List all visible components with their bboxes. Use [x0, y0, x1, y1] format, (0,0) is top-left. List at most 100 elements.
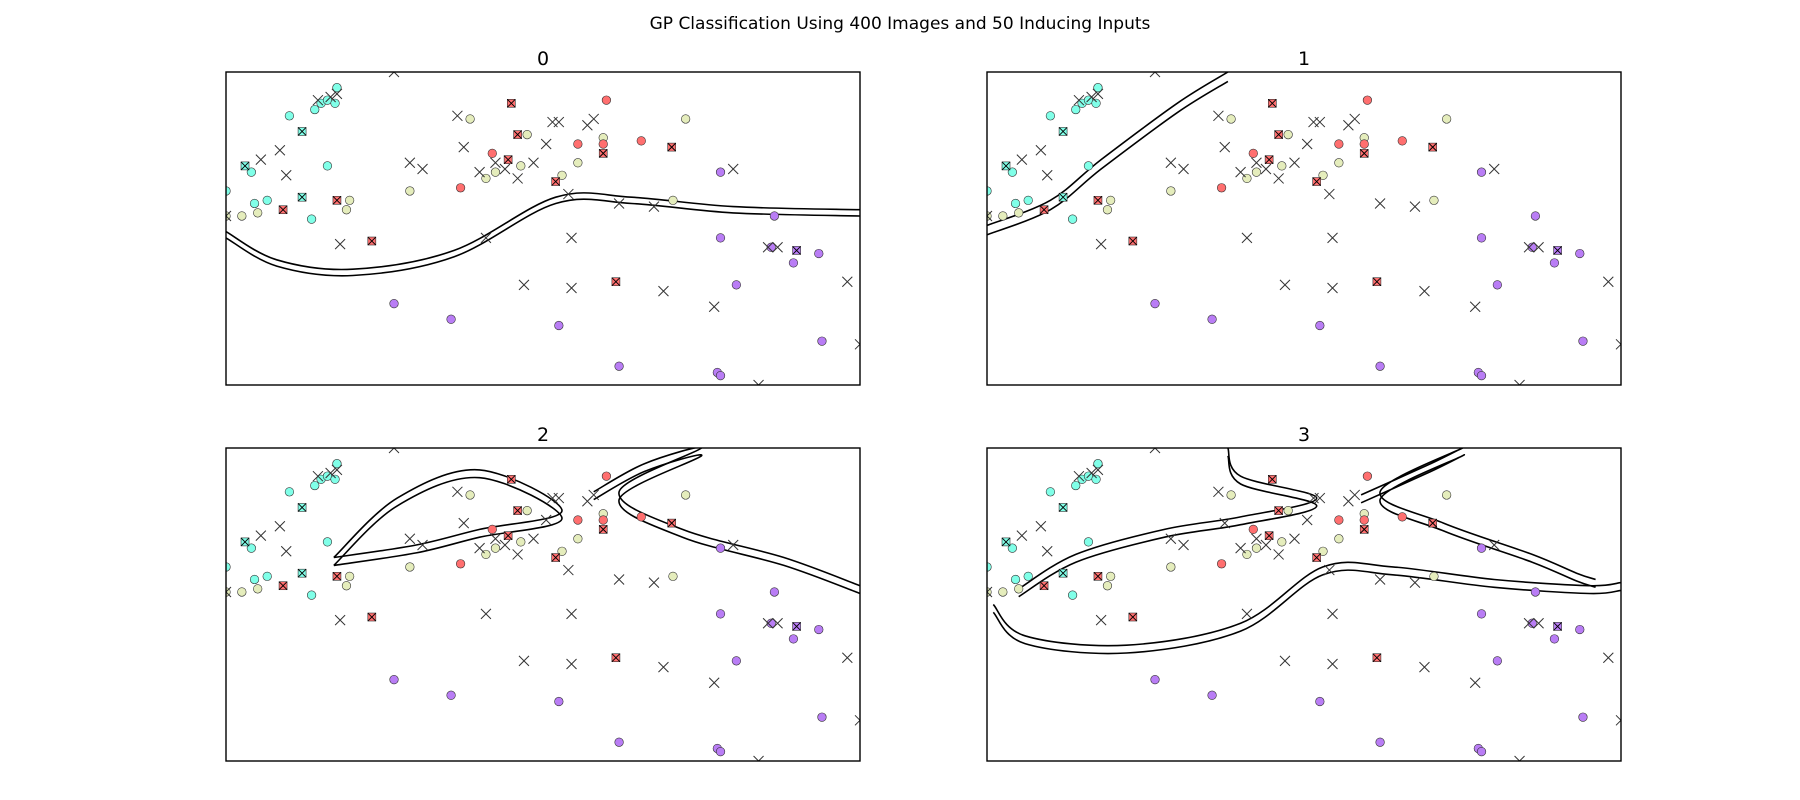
inducing-marker: [1235, 166, 1246, 178]
data-point-olive: [341, 205, 352, 215]
data-point-red: [1362, 95, 1372, 105]
inducing-marker: [667, 518, 677, 528]
inducing-marker: [1553, 246, 1562, 255]
inducing-marker: [1213, 486, 1224, 498]
inducing-marker: [528, 157, 539, 169]
inducing-marker: [1349, 489, 1361, 501]
data-point-olive: [1106, 195, 1116, 205]
inducing-marker: [588, 113, 600, 125]
inducing-marker: [503, 155, 513, 164]
inducing-marker: [841, 276, 853, 288]
data-point-olive: [1014, 208, 1024, 218]
data-point-cyan: [1023, 195, 1033, 205]
inducing-marker: [297, 503, 307, 512]
inducing-marker: [417, 539, 428, 551]
data-point-red: [487, 524, 497, 534]
inducing-marker: [513, 130, 522, 139]
data-point-purple: [614, 361, 624, 371]
data-point-olive: [1334, 158, 1344, 168]
data-point-olive: [341, 581, 352, 591]
inducing-marker: [753, 755, 764, 761]
data-point-olive: [1014, 584, 1024, 594]
inducing-marker: [566, 232, 577, 244]
inducing-marker: [1092, 88, 1104, 100]
data-point-red: [1216, 559, 1227, 569]
data-point-purple: [715, 167, 726, 177]
data-point-cyan: [284, 111, 295, 121]
inducing-marker: [1235, 542, 1246, 554]
data-point-purple: [1527, 242, 1537, 252]
inducing-marker: [528, 533, 539, 545]
inducing-marker: [1149, 448, 1161, 454]
data-point-purple: [1476, 543, 1487, 553]
inducing-marker: [611, 653, 621, 663]
inducing-marker: [297, 127, 307, 136]
data-point-purple: [389, 299, 399, 309]
data-point-olive: [1429, 195, 1439, 205]
inducing-marker: [1086, 467, 1097, 479]
data-point-purple: [1375, 737, 1385, 747]
data-point-purple: [1150, 675, 1160, 685]
inducing-marker: [1058, 192, 1068, 202]
data-point-cyan: [1091, 98, 1101, 108]
data-point-red: [1334, 515, 1344, 525]
data-point-purple: [1375, 361, 1385, 371]
data-point-purple: [1315, 320, 1325, 331]
data-point-red: [1397, 512, 1407, 522]
inducing-marker: [404, 157, 416, 169]
inducing-marker: [1264, 531, 1274, 540]
data-point-olive: [522, 130, 532, 140]
inducing-marker: [1264, 155, 1274, 164]
inducing-marker: [1093, 572, 1103, 581]
inducing-marker: [1488, 539, 1500, 551]
inducing-marker: [1149, 72, 1161, 78]
decision-contour: [992, 561, 1621, 647]
data-point-purple: [446, 314, 456, 324]
data-point-red: [1334, 139, 1344, 149]
data-point-purple: [715, 747, 726, 757]
subplot-3: 3: [986, 424, 1622, 762]
inducing-marker: [325, 91, 336, 103]
inducing-marker: [404, 533, 416, 545]
inducing-marker: [658, 661, 669, 673]
data-point-purple: [766, 618, 776, 628]
inducing-marker: [1324, 188, 1335, 200]
data-point-olive: [681, 114, 691, 124]
plot-area: [987, 72, 1621, 385]
data-point-red: [1216, 183, 1227, 193]
inducing-marker: [297, 192, 307, 202]
decision-contour: [226, 192, 860, 271]
data-point-olive: [573, 534, 583, 544]
data-point-cyan: [1093, 83, 1103, 93]
data-point-red: [1359, 139, 1369, 149]
data-point-cyan: [262, 571, 272, 581]
inducing-marker: [1073, 94, 1085, 106]
data-point-cyan: [1023, 571, 1033, 581]
data-point-cyan: [249, 198, 260, 209]
data-point-purple: [389, 675, 399, 685]
decision-contour: [1018, 455, 1318, 598]
data-point-cyan: [322, 537, 333, 547]
data-point-purple: [817, 712, 827, 722]
data-point-purple: [1207, 690, 1217, 700]
data-point-olive: [681, 490, 691, 500]
inducing-marker: [458, 141, 470, 153]
inducing-marker: [332, 196, 342, 205]
data-point-olive: [237, 211, 247, 221]
data-point-red: [598, 139, 608, 149]
inducing-marker: [1374, 574, 1386, 585]
inducing-marker: [1514, 755, 1525, 761]
inducing-marker: [367, 612, 377, 622]
inducing-marker: [1039, 205, 1049, 215]
data-point-olive: [237, 587, 247, 597]
inducing-marker: [1178, 539, 1189, 551]
inducing-marker: [240, 537, 250, 547]
data-point-olive: [1283, 506, 1293, 516]
inducing-marker: [1372, 277, 1382, 287]
data-point-olive: [405, 186, 415, 196]
data-point-purple: [814, 624, 824, 635]
inducing-marker: [1095, 238, 1107, 250]
inducing-marker: [1165, 533, 1177, 545]
plot-area: [987, 448, 1621, 761]
